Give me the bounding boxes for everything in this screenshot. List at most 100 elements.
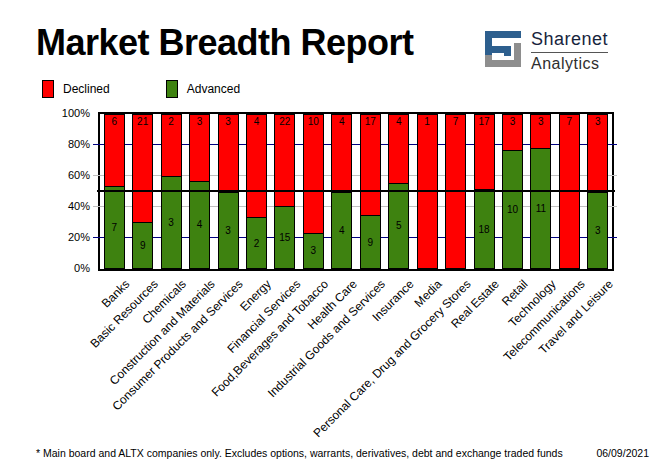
chart-legend: Declined Advanced bbox=[42, 80, 240, 98]
declined-value-label: 3 bbox=[197, 116, 203, 127]
bar-travel-and-leisure: 33 bbox=[587, 114, 608, 269]
advanced-segment: 2 bbox=[247, 217, 266, 268]
report-page: Market Breadth Report Sharenet Analytics… bbox=[0, 0, 655, 470]
advanced-value-label: 3 bbox=[595, 225, 601, 236]
advanced-segment: 3 bbox=[304, 233, 323, 268]
y-axis-label: 100% bbox=[28, 107, 90, 119]
sharenet-logo: Sharenet Analytics bbox=[483, 29, 608, 73]
advanced-value-label: 7 bbox=[111, 222, 117, 233]
advanced-segment: 3 bbox=[219, 192, 238, 269]
logo-subname: Analytics bbox=[531, 53, 608, 73]
declined-value-label: 10 bbox=[308, 116, 319, 127]
declined-segment: 22 bbox=[275, 115, 294, 206]
legend-item-declined: Declined bbox=[42, 80, 110, 98]
advanced-value-label: 15 bbox=[279, 232, 290, 243]
declined-value-label: 2 bbox=[168, 116, 174, 127]
advanced-value-label: 9 bbox=[367, 237, 373, 248]
legend-label-declined: Declined bbox=[63, 82, 110, 96]
bar-retail: 3 10 bbox=[502, 114, 523, 269]
right-tick-40pct bbox=[612, 206, 617, 207]
advanced-segment: 3 bbox=[588, 192, 607, 269]
y-axis-label: 0% bbox=[28, 262, 90, 274]
bar-industrial-goods-and-services: 17 9 bbox=[360, 114, 381, 269]
advanced-value-label: 11 bbox=[536, 203, 546, 214]
footnote: * Main board and ALTX companies only. Ex… bbox=[36, 447, 563, 459]
declined-value-label: 1 bbox=[424, 116, 430, 127]
declined-segment: 7 bbox=[560, 115, 579, 268]
declined-segment: 17 bbox=[361, 115, 380, 215]
bar-media: 1 bbox=[417, 114, 438, 269]
bar-insurance: 45 bbox=[388, 114, 409, 269]
declined-segment: 4 bbox=[332, 115, 351, 192]
bar-technology: 3 11 bbox=[530, 114, 551, 269]
logo-name: Sharenet bbox=[531, 29, 608, 53]
bar-telecommunications: 7 bbox=[559, 114, 580, 269]
legend-label-advanced: Advanced bbox=[187, 82, 240, 96]
declined-segment: 1 bbox=[418, 115, 437, 268]
report-date: 06/09/2021 bbox=[596, 447, 649, 459]
advanced-value-label: 18 bbox=[478, 224, 489, 235]
declined-segment: 3 bbox=[588, 115, 607, 192]
declined-value-label: 4 bbox=[339, 116, 345, 127]
left-tick-80pct bbox=[93, 144, 100, 145]
left-tick-40pct bbox=[93, 206, 100, 207]
advanced-swatch-icon bbox=[166, 80, 178, 98]
declined-value-label: 3 bbox=[225, 116, 231, 127]
advanced-value-label: 3 bbox=[168, 217, 174, 228]
right-tick-60pct bbox=[612, 175, 617, 176]
advanced-value-label: 4 bbox=[339, 225, 345, 236]
legend-item-advanced: Advanced bbox=[166, 80, 240, 98]
declined-value-label: 21 bbox=[137, 116, 148, 127]
advanced-value-label: 2 bbox=[254, 238, 260, 249]
sharenet-logo-icon bbox=[483, 29, 523, 69]
declined-segment: 3 bbox=[531, 115, 550, 148]
bar-construction-and-materials: 34 bbox=[189, 114, 210, 269]
advanced-segment: 4 bbox=[332, 192, 351, 269]
advanced-value-label: 10 bbox=[507, 204, 518, 215]
bar-energy: 42 bbox=[246, 114, 267, 269]
declined-segment: 3 bbox=[219, 115, 238, 192]
bar-health-care: 44 bbox=[331, 114, 352, 269]
advanced-segment: 18 bbox=[475, 189, 494, 268]
declined-value-label: 3 bbox=[538, 116, 544, 127]
declined-value-label: 17 bbox=[365, 116, 376, 127]
y-axis-label: 40% bbox=[28, 200, 90, 212]
left-tick-20pct bbox=[93, 237, 100, 238]
bar-financial-services: 22 15 bbox=[274, 114, 295, 269]
declined-segment: 7 bbox=[446, 115, 465, 268]
bar-chemicals: 23 bbox=[161, 114, 182, 269]
bar-consumer-products-and-services: 33 bbox=[218, 114, 239, 269]
declined-segment: 3 bbox=[503, 115, 522, 150]
advanced-value-label: 9 bbox=[140, 240, 146, 251]
logo-text: Sharenet Analytics bbox=[531, 29, 608, 73]
advanced-segment: 5 bbox=[389, 183, 408, 268]
declined-segment: 4 bbox=[247, 115, 266, 217]
right-tick-20pct bbox=[612, 237, 617, 238]
advanced-value-label: 3 bbox=[225, 225, 231, 236]
chart-plot-area: 67Banks219Basic Resources23Chemicals34Co… bbox=[98, 112, 614, 271]
advanced-segment: 11 bbox=[531, 148, 550, 268]
declined-value-label: 4 bbox=[254, 116, 260, 127]
advanced-segment: 4 bbox=[190, 181, 209, 268]
page-title: Market Breadth Report bbox=[36, 22, 414, 64]
advanced-segment: 10 bbox=[503, 150, 522, 268]
bar-real-estate: 1718 bbox=[474, 114, 495, 269]
y-axis-label: 20% bbox=[28, 231, 90, 243]
declined-value-label: 22 bbox=[279, 116, 290, 127]
declined-value-label: 6 bbox=[111, 116, 117, 127]
y-axis-label: 60% bbox=[28, 169, 90, 181]
declined-value-label: 7 bbox=[567, 116, 573, 127]
bar-banks: 67 bbox=[104, 114, 125, 269]
y-axis-label: 80% bbox=[28, 138, 90, 150]
declined-swatch-icon bbox=[42, 80, 54, 98]
right-tick-80pct bbox=[612, 144, 617, 145]
declined-segment: 4 bbox=[389, 115, 408, 183]
declined-value-label: 7 bbox=[453, 116, 459, 127]
advanced-segment: 15 bbox=[275, 206, 294, 268]
left-tick-60pct bbox=[93, 175, 100, 176]
declined-segment: 3 bbox=[190, 115, 209, 181]
declined-segment: 10 bbox=[304, 115, 323, 233]
declined-segment: 2 bbox=[162, 115, 181, 176]
declined-segment: 17 bbox=[475, 115, 494, 189]
advanced-segment: 9 bbox=[133, 222, 152, 268]
